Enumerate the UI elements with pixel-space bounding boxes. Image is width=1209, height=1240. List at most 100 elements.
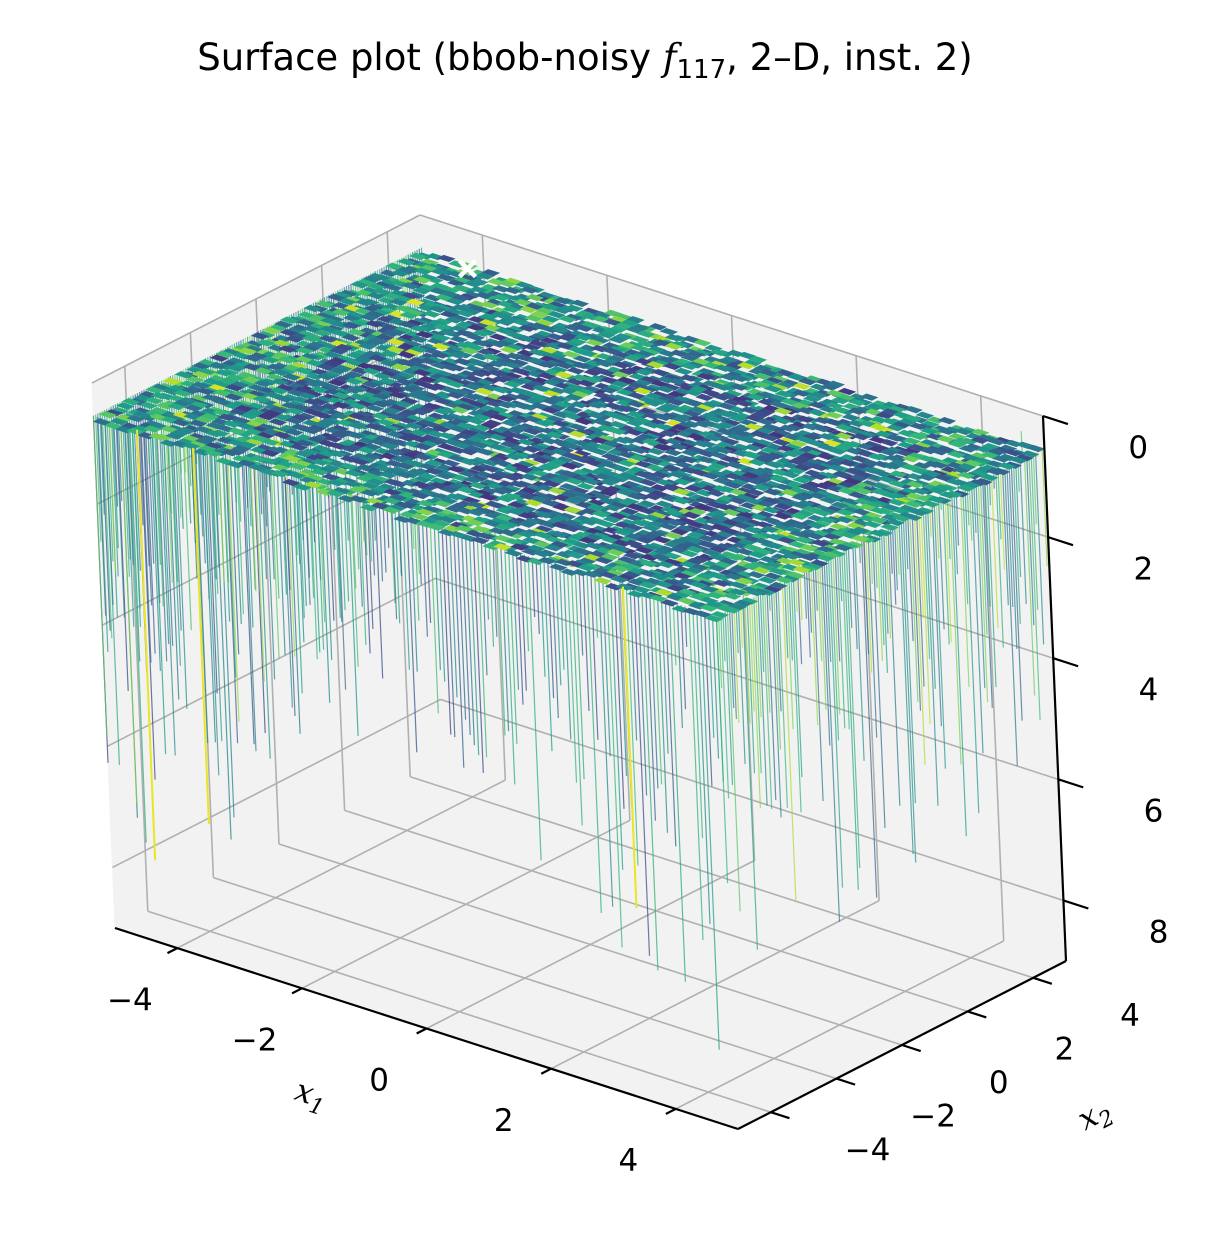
surface-front-spike-63 [339,495,346,611]
surface-cell-4-35 [342,321,361,330]
surface-right-spike-34 [790,578,802,813]
surface-cell-21-55 [648,323,667,331]
surface-cell-50-51 [947,440,967,448]
surface-cell-50-46 [918,455,937,463]
y-axis-label: x2 [1072,1091,1119,1142]
surface-right-spike-111 [960,491,970,688]
surface-right-spike-23 [766,590,777,801]
surface-front-spike-52 [296,481,305,643]
surface-right-spike-7 [731,608,737,720]
surface-right-spike-118 [975,483,986,689]
surface-cell-9-30 [368,354,387,363]
surface-right-spike-119 [977,482,989,702]
surface-cell-31-30 [613,436,632,444]
surface-cell-40-50 [830,406,849,414]
surface-right-spike-42 [808,569,813,633]
surface-front-spike-150 [680,605,687,710]
surface-front-spike-151 [684,606,688,647]
surface-cell-12-42 [472,329,491,337]
surface-cell-51-27 [818,516,837,524]
surface-cell-53-43 [934,474,953,482]
surface-front-spike-158 [711,615,720,759]
surface-right-spike-63 [854,545,865,761]
surface-cell-2-32 [302,325,321,333]
surface-cell-5-51 [447,279,466,287]
surface-cell-0-50 [385,262,404,270]
surface-front-spike-155 [700,611,720,1050]
z-tick-label-0: 0 [1128,430,1148,466]
surface-cell-14-41 [488,340,508,348]
surface-front-spike-44 [265,471,276,680]
surface-right-spike-15 [748,599,755,712]
surface-cell-47-45 [879,448,898,456]
surface-cell-20-31 [496,394,516,403]
surface-cell-50-39 [877,475,896,484]
surface-cell-41-47 [824,418,843,426]
surface-cell-26-37 [598,395,618,404]
surface-cell-53-48 [963,459,982,467]
surface-front-spike-51 [292,480,303,694]
surface-cell-22-51 [636,339,655,348]
surface-front-spike-144 [657,597,669,833]
surface-cell-47-27 [773,502,793,511]
surface-front-spike-156 [704,612,713,787]
x-tick-label-3: 2 [494,1103,514,1139]
surface-cell-46-47 [879,439,899,447]
surface-front-spike-154 [696,610,711,924]
surface-cell-21-47 [601,347,621,355]
surface-right-spike-96 [927,508,936,689]
surface-cell-55-32 [891,514,911,522]
surface-cell-55-40 [938,491,958,499]
surface-cell-0-27 [250,332,270,340]
surface-cell-16-44 [528,339,547,348]
surface-front-spike-59 [324,490,333,660]
surface-front-spike-152 [688,607,704,941]
surface-cell-13-54 [553,297,573,305]
surface-cell-34-30 [646,447,666,456]
surface-cell-51-49 [947,450,966,459]
surface-right-spike-87 [907,518,914,642]
surface-right-spike-37 [797,574,803,665]
surface-right-spike-115 [968,486,973,541]
surface-front-spike-5 [112,421,119,549]
surface-cell-6-29 [329,347,348,355]
surface-cell-38-55 [837,387,857,396]
surface-right-spike-122 [984,479,991,607]
surface-cell-46-35 [809,472,828,481]
surface-cell-17-42 [527,348,547,356]
surface-cell-2-51 [413,267,433,275]
surface-cell-34-33 [664,437,683,446]
surface-front-spike-157 [707,614,715,738]
surface-right-spike-75 [880,532,888,673]
surface-cell-54-43 [945,478,964,486]
surface-left-spike-14 [123,399,135,627]
surface-cell-29-36 [626,410,645,419]
surface-cell-40-40 [772,438,791,447]
surface-cell-13-36 [448,351,467,359]
surface-cell-13-47 [512,318,532,327]
surface-cell-4-33 [330,329,349,337]
surface-front-spike-123 [574,571,585,780]
surface-right-spike-12 [742,603,758,950]
surface-front-spike-13 [143,432,153,606]
surface-cell-45-29 [763,488,782,496]
grid-z-left-4 [112,698,441,869]
surface-cell-55-37 [921,500,940,508]
surface-left-spike-2 [97,413,109,653]
surface-mesh [92,247,1050,1050]
surface-right-spike-90 [913,515,926,765]
surface-cell-11-47 [490,311,509,319]
surface-cell-45-31 [774,483,794,492]
surface-front-spike-112 [531,557,536,618]
surface-right-spike-78 [887,528,901,806]
surface-front-spike-117 [551,563,559,719]
surface-cell-22-26 [489,413,509,421]
surface-cell-19-50 [596,331,616,339]
surface-cell-35-32 [669,442,688,451]
surface-cell-9-32 [380,350,399,358]
surface-cell-28-38 [626,400,646,408]
x-tick-3 [540,1067,552,1075]
surface-cell-11-51 [513,298,533,307]
x-tick-label-2: 0 [369,1063,389,1099]
surface-cell-9-33 [386,345,405,354]
